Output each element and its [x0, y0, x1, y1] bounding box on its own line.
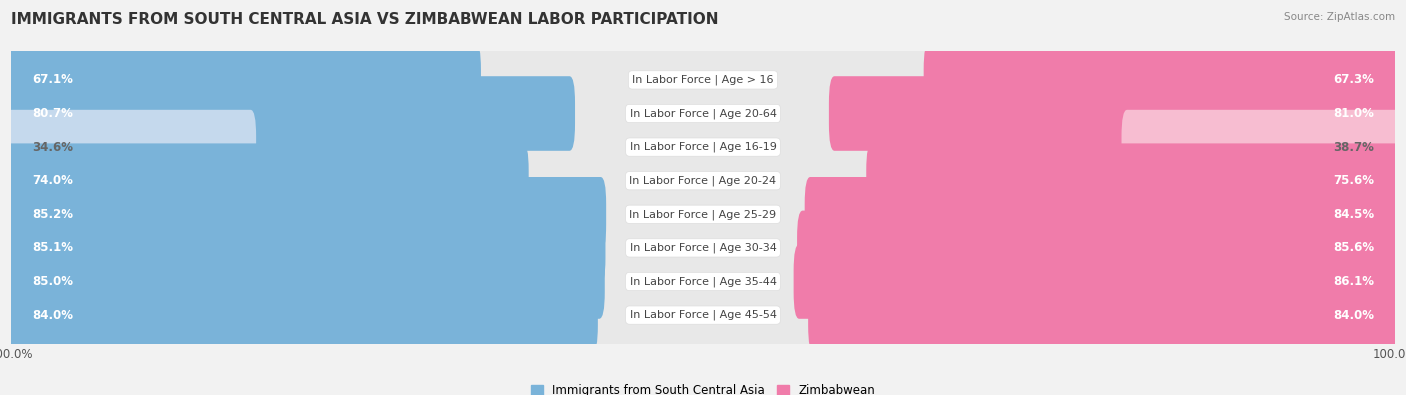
FancyBboxPatch shape — [866, 143, 1400, 218]
FancyBboxPatch shape — [6, 76, 575, 151]
Text: In Labor Force | Age > 16: In Labor Force | Age > 16 — [633, 75, 773, 85]
Text: 84.5%: 84.5% — [1333, 208, 1374, 221]
FancyBboxPatch shape — [6, 43, 709, 117]
Text: In Labor Force | Age 16-19: In Labor Force | Age 16-19 — [630, 142, 776, 152]
FancyBboxPatch shape — [6, 177, 606, 252]
Legend: Immigrants from South Central Asia, Zimbabwean: Immigrants from South Central Asia, Zimb… — [526, 380, 880, 395]
Text: 34.6%: 34.6% — [32, 141, 73, 154]
Text: 38.7%: 38.7% — [1333, 141, 1374, 154]
FancyBboxPatch shape — [830, 76, 1400, 151]
Text: In Labor Force | Age 45-54: In Labor Force | Age 45-54 — [630, 310, 776, 320]
Text: 75.6%: 75.6% — [1333, 174, 1374, 187]
FancyBboxPatch shape — [697, 76, 1400, 151]
FancyBboxPatch shape — [797, 211, 1400, 285]
FancyBboxPatch shape — [697, 110, 1400, 184]
Text: IMMIGRANTS FROM SOUTH CENTRAL ASIA VS ZIMBABWEAN LABOR PARTICIPATION: IMMIGRANTS FROM SOUTH CENTRAL ASIA VS ZI… — [11, 12, 718, 27]
FancyBboxPatch shape — [6, 110, 256, 184]
Text: 80.7%: 80.7% — [32, 107, 73, 120]
FancyBboxPatch shape — [697, 143, 1400, 218]
FancyBboxPatch shape — [6, 177, 709, 252]
Text: In Labor Force | Age 20-64: In Labor Force | Age 20-64 — [630, 108, 776, 119]
FancyBboxPatch shape — [6, 278, 598, 352]
FancyBboxPatch shape — [924, 43, 1400, 117]
FancyBboxPatch shape — [6, 76, 709, 151]
Text: 84.0%: 84.0% — [1333, 308, 1374, 322]
Text: Source: ZipAtlas.com: Source: ZipAtlas.com — [1284, 12, 1395, 22]
Text: 85.2%: 85.2% — [32, 208, 73, 221]
FancyBboxPatch shape — [1122, 110, 1400, 184]
FancyBboxPatch shape — [804, 177, 1400, 252]
FancyBboxPatch shape — [6, 43, 481, 117]
Text: 85.6%: 85.6% — [1333, 241, 1374, 254]
Text: In Labor Force | Age 35-44: In Labor Force | Age 35-44 — [630, 276, 776, 287]
FancyBboxPatch shape — [6, 211, 709, 285]
FancyBboxPatch shape — [697, 177, 1400, 252]
FancyBboxPatch shape — [793, 244, 1400, 319]
Text: In Labor Force | Age 25-29: In Labor Force | Age 25-29 — [630, 209, 776, 220]
Text: 67.1%: 67.1% — [32, 73, 73, 87]
FancyBboxPatch shape — [697, 244, 1400, 319]
FancyBboxPatch shape — [6, 110, 709, 184]
Text: 86.1%: 86.1% — [1333, 275, 1374, 288]
Text: 81.0%: 81.0% — [1333, 107, 1374, 120]
FancyBboxPatch shape — [697, 43, 1400, 117]
Text: 85.0%: 85.0% — [32, 275, 73, 288]
FancyBboxPatch shape — [697, 278, 1400, 352]
FancyBboxPatch shape — [6, 211, 606, 285]
Text: 67.3%: 67.3% — [1333, 73, 1374, 87]
FancyBboxPatch shape — [6, 244, 709, 319]
FancyBboxPatch shape — [6, 143, 529, 218]
FancyBboxPatch shape — [697, 211, 1400, 285]
FancyBboxPatch shape — [6, 278, 709, 352]
Text: In Labor Force | Age 20-24: In Labor Force | Age 20-24 — [630, 175, 776, 186]
Text: In Labor Force | Age 30-34: In Labor Force | Age 30-34 — [630, 243, 776, 253]
FancyBboxPatch shape — [808, 278, 1400, 352]
FancyBboxPatch shape — [6, 244, 605, 319]
Text: 85.1%: 85.1% — [32, 241, 73, 254]
FancyBboxPatch shape — [6, 143, 709, 218]
Text: 84.0%: 84.0% — [32, 308, 73, 322]
Text: 74.0%: 74.0% — [32, 174, 73, 187]
